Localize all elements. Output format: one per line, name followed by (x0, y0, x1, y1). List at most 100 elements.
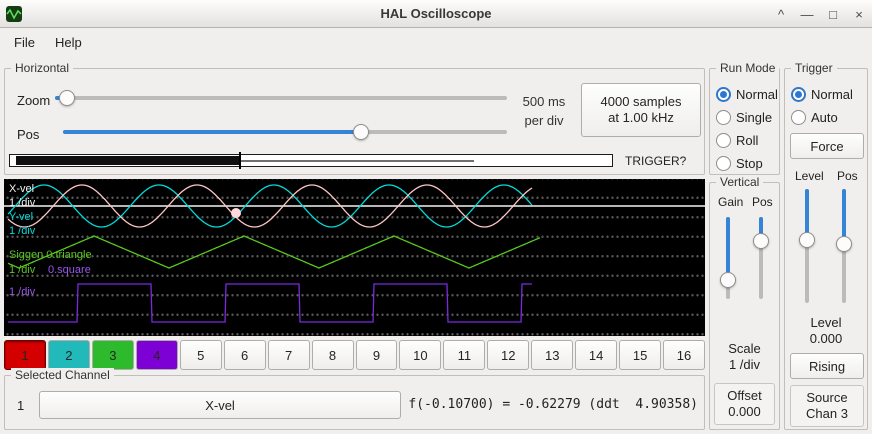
radio-indicator (716, 132, 731, 148)
vertical-pos-col-label: Pos (752, 195, 773, 209)
channel-button-9[interactable]: 9 (355, 340, 398, 370)
radio-label: Normal (736, 86, 778, 102)
channel-button-16[interactable]: 16 (663, 340, 705, 370)
minimize-button[interactable]: — (800, 6, 814, 22)
vertical-pos-groove (759, 217, 763, 299)
scope-channel2-scale: 1 /div (9, 225, 36, 237)
channel-button-8[interactable]: 8 (311, 340, 354, 370)
pos-label: Pos (17, 127, 40, 142)
radio-label: Stop (736, 155, 763, 171)
maximize-button[interactable]: □ (829, 6, 837, 22)
scope-channel3-scale: 1 /div (9, 264, 36, 276)
radio-label: Roll (736, 132, 759, 148)
titlebar[interactable]: HAL Oscilloscope ^ — □ × (0, 0, 872, 28)
channel-button-5[interactable]: 5 (179, 340, 222, 370)
pos-slider-groove (63, 130, 507, 134)
run-mode-title: Run Mode (716, 61, 780, 75)
vertical-pos-slider[interactable] (752, 215, 770, 301)
trigger-question-label: TRIGGER? (625, 154, 687, 168)
window-icon (6, 5, 22, 22)
horizontal-group: Horizontal Zoom 500 ms per div 4000 samp… (4, 61, 705, 175)
horizontal-group-title: Horizontal (11, 61, 74, 75)
trigger-position-bar[interactable] (9, 152, 613, 169)
vertical-gain-handle[interactable] (720, 271, 736, 288)
channel-value-readout: f(-0.10700) = -0.62279 (ddt 4.90358) (408, 397, 698, 412)
trigger-level-handle[interactable] (799, 232, 815, 249)
menubar: File Help (0, 28, 872, 56)
radio-indicator (716, 86, 731, 102)
vertical-gain-groove (726, 217, 730, 299)
scope-display[interactable]: X-vel 1 /div Y-vel 1 /div Siggen 0.trian… (4, 179, 705, 336)
trigger-pos-col-label: Pos (837, 169, 858, 183)
channel-button-10[interactable]: 10 (399, 340, 442, 370)
trigger-bar-marker[interactable] (238, 152, 241, 169)
zoom-slider[interactable] (53, 89, 509, 107)
zoom-label: Zoom (17, 93, 51, 108)
channel-button-13[interactable]: 13 (531, 340, 574, 370)
trigger-normal-radio[interactable]: Normal (791, 85, 853, 103)
radio-label: Auto (811, 109, 838, 125)
run-mode-roll-radio[interactable]: Roll (716, 131, 758, 149)
radio-indicator (791, 109, 806, 125)
channel-button-6[interactable]: 6 (223, 340, 266, 370)
window-title: HAL Oscilloscope (380, 6, 492, 21)
vertical-title: Vertical (716, 175, 764, 189)
vertical-scale-label: Scale (728, 341, 761, 356)
waveform-plot (4, 184, 705, 323)
trigger-title: Trigger (791, 61, 837, 75)
scope-channel3-name: Siggen 0.triangle (9, 249, 92, 261)
channel-button-7[interactable]: 7 (267, 340, 310, 370)
radio-label: Normal (811, 86, 853, 102)
channel-button-12[interactable]: 12 (487, 340, 530, 370)
vertical-pos-handle[interactable] (753, 232, 769, 249)
run-mode-single-radio[interactable]: Single (716, 108, 772, 126)
scope-channel4-scale: 1 /div (9, 286, 36, 298)
trigger-pos-slider[interactable] (835, 187, 853, 305)
selected-channel-number: 1 (17, 398, 25, 413)
channel-button-4[interactable]: 4 (135, 340, 178, 370)
close-button[interactable]: × (855, 6, 863, 22)
trigger-level-label: Level (810, 315, 842, 330)
menu-help[interactable]: Help (54, 34, 82, 50)
trigger-level-slider[interactable] (798, 187, 816, 305)
trigger-pos-handle[interactable] (836, 235, 852, 252)
radio-label: Single (736, 109, 773, 125)
run-mode-stop-radio[interactable]: Stop (716, 154, 763, 172)
trigger-edge-button[interactable]: Rising (790, 353, 864, 379)
zoom-slider-handle[interactable] (58, 90, 75, 106)
channel-button-15[interactable]: 15 (619, 340, 662, 370)
force-trigger-button[interactable]: Force (790, 133, 864, 159)
zoom-slider-groove (55, 96, 507, 100)
channel-name-button[interactable]: X-vel (39, 391, 401, 419)
trigger-level-col-label: Level (795, 169, 824, 183)
vertical-offset-button[interactable]: Offset 0.000 (714, 383, 775, 425)
pos-slider-handle[interactable] (353, 124, 370, 140)
trigger-group: Trigger Normal Auto Force Level Pos Leve… (784, 61, 868, 430)
radio-indicator (716, 155, 731, 171)
scope-channel4-name: 0.square (48, 264, 91, 276)
trigger-bar-window (238, 160, 474, 162)
channel-button-2[interactable]: 2 (47, 340, 90, 370)
trigger-source-button[interactable]: Source Chan 3 (790, 385, 864, 427)
channel-button-11[interactable]: 11 (443, 340, 486, 370)
scope-channel2-name: Y-vel (9, 211, 34, 223)
selected-channel-group: Selected Channel 1 X-vel f(-0.10700) = -… (4, 368, 705, 430)
vertical-gain-slider[interactable] (719, 215, 737, 301)
vertical-gain-col-label: Gain (718, 195, 744, 209)
selected-channel-title: Selected Channel (11, 368, 114, 382)
pos-slider[interactable] (61, 123, 509, 141)
trigger-auto-radio[interactable]: Auto (791, 108, 838, 126)
channel-button-1[interactable]: 1 (4, 340, 46, 370)
scope-channel1-scale: 1 /div (9, 197, 36, 209)
record-length-button[interactable]: 4000 samples at 1.00 kHz (581, 83, 701, 137)
channel-button-row: 1 2 3 4 5 6 7 8 9 10 11 12 13 14 15 16 (4, 340, 705, 370)
shade-button[interactable]: ^ (777, 6, 785, 22)
channel-button-3[interactable]: 3 (91, 340, 134, 370)
trigger-bar-fill (16, 156, 239, 165)
vertical-group: Vertical Gain Pos Scale 1 /div Offset 0.… (709, 175, 780, 430)
radio-indicator (716, 109, 731, 125)
menu-file[interactable]: File (14, 34, 35, 50)
run-mode-normal-radio[interactable]: Normal (716, 85, 778, 103)
channel-button-14[interactable]: 14 (575, 340, 618, 370)
trigger-level-value: 0.000 (809, 331, 843, 346)
